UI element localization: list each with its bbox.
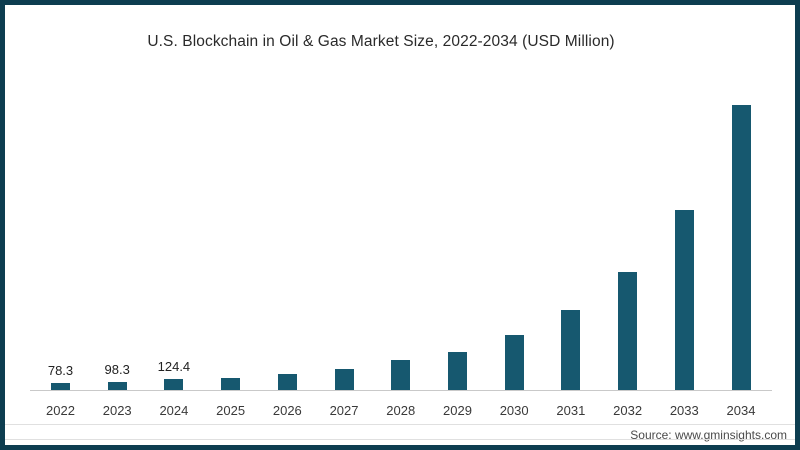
x-tick-2024: 2024 [159, 403, 189, 418]
bar-2023 [107, 381, 127, 390]
source-divider-top [5, 424, 795, 425]
bar-2029 [447, 351, 467, 390]
bar-2025 [221, 377, 241, 390]
bar-2024 [164, 379, 184, 390]
x-tick-2029: 2029 [443, 403, 472, 418]
value-label-2024: 124.4 [157, 359, 191, 375]
source-text: Source: www.gminsights.com [630, 428, 787, 442]
x-tick-2025: 2025 [216, 403, 246, 418]
x-tick-2030: 2030 [499, 403, 529, 418]
bar-2022 [51, 383, 70, 390]
plot-area: 78.3 2022 98.3 2023 124.4 2024 2025 2026 2027 202… [30, 91, 772, 418]
bar-2030 [504, 335, 524, 390]
source-divider-bottom [5, 439, 795, 440]
value-label-2022: 78.3 [47, 363, 74, 379]
x-tick-2034: 2034 [726, 403, 756, 418]
bar-2033 [674, 209, 694, 390]
x-tick-2026: 2026 [272, 403, 302, 418]
bar-2032 [618, 271, 638, 390]
x-tick-2028: 2028 [386, 403, 416, 418]
x-tick-2022: 2022 [46, 403, 75, 418]
chart-title: U.S. Blockchain in Oil & Gas Market Size… [147, 33, 615, 50]
value-label-2023: 98.3 [104, 361, 130, 377]
bar-2026 [277, 373, 297, 390]
bar-2031 [561, 310, 581, 390]
bar-2034 [731, 105, 751, 390]
x-axis-line [30, 390, 772, 391]
source-row: Source: www.gminsights.com [5, 425, 795, 445]
x-tick-2031: 2031 [556, 403, 586, 418]
x-tick-2027: 2027 [329, 403, 359, 418]
bar-2028 [391, 359, 411, 390]
x-tick-2032: 2032 [613, 403, 643, 418]
bar-2027 [334, 368, 354, 390]
x-tick-2023: 2023 [102, 403, 132, 418]
x-tick-2033: 2033 [669, 403, 699, 418]
